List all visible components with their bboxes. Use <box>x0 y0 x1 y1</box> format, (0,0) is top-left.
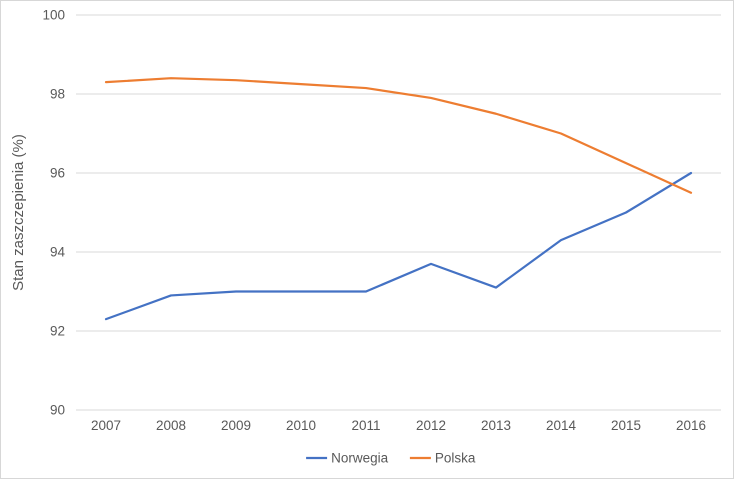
x-tick-label: 2015 <box>611 418 641 433</box>
legend: Norwegia Polska <box>306 451 476 466</box>
x-tick-label: 2011 <box>351 418 380 433</box>
x-tick-label: 2014 <box>546 418 577 433</box>
y-tick-label: 90 <box>50 403 65 418</box>
x-tick-label: 2016 <box>676 418 706 433</box>
y-tick-label: 100 <box>42 8 65 23</box>
x-tick-label: 2012 <box>416 418 446 433</box>
x-tick-label: 2013 <box>481 418 511 433</box>
y-tick-label: 96 <box>50 166 65 181</box>
legend-item-norwegia: Norwegia <box>306 451 389 466</box>
legend-item-polska: Polska <box>409 451 476 466</box>
legend-label: Norwegia <box>331 451 389 466</box>
x-tick-label: 2010 <box>286 418 316 433</box>
series-line-polska <box>104 77 693 194</box>
series-line-norwegia <box>104 171 693 321</box>
x-tick-label: 2007 <box>91 418 121 433</box>
legend-label: Polska <box>435 451 476 466</box>
y-tick-label: 94 <box>50 245 66 260</box>
y-tick-label: 92 <box>50 324 65 339</box>
y-axis-title: Stan zaszczepienia (%) <box>10 134 27 291</box>
x-tick-label: 2008 <box>156 418 186 433</box>
x-tick-label: 2009 <box>221 418 251 433</box>
y-tick-label: 98 <box>50 87 65 102</box>
